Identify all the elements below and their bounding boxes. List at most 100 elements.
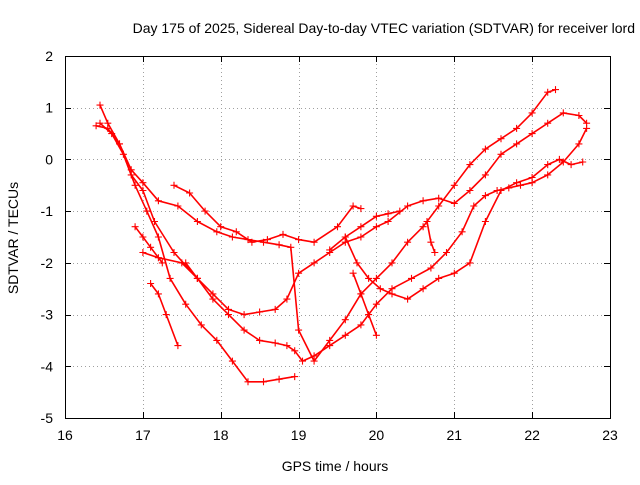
data-point	[384, 218, 392, 225]
x-tick-label: 22	[524, 427, 540, 443]
x-tick-label: 23	[602, 427, 618, 443]
data-point	[404, 202, 412, 210]
data-point	[334, 223, 341, 231]
data-point	[310, 259, 318, 267]
data-point	[427, 238, 435, 246]
data-point	[310, 357, 318, 365]
data-point	[528, 174, 536, 181]
data-point	[497, 187, 505, 194]
data-point	[419, 223, 427, 231]
data-point	[291, 347, 299, 355]
data-point	[139, 179, 147, 187]
data-point	[419, 285, 427, 293]
data-point	[376, 285, 384, 293]
data-point	[357, 205, 365, 213]
data-point	[287, 243, 295, 251]
data-point	[244, 378, 252, 386]
data-point	[139, 249, 147, 256]
data-point	[131, 181, 139, 189]
x-tick-label: 21	[446, 427, 462, 443]
data-point	[388, 259, 396, 267]
data-point	[174, 342, 182, 350]
data-point	[372, 300, 380, 308]
data-point	[365, 311, 373, 319]
data-point	[228, 357, 236, 365]
y-tick-label: -2	[41, 255, 54, 271]
data-point	[154, 197, 162, 205]
data-point	[182, 300, 190, 308]
data-point	[326, 336, 334, 344]
data-point	[517, 181, 524, 189]
data-point	[240, 326, 248, 334]
data-point	[579, 158, 587, 166]
data-point	[349, 269, 357, 277]
data-point	[225, 305, 232, 313]
series-track-f	[326, 207, 404, 254]
data-point	[481, 218, 489, 225]
data-point	[283, 295, 291, 303]
data-point	[513, 179, 521, 187]
data-point	[481, 171, 489, 179]
data-point	[528, 130, 536, 138]
data-point	[127, 166, 135, 174]
data-point	[349, 202, 357, 210]
data-point	[450, 269, 458, 277]
data-point	[283, 342, 291, 350]
data-point	[372, 274, 380, 282]
data-point	[217, 223, 225, 231]
series-line-track-d	[173, 184, 362, 243]
data-point	[372, 223, 380, 231]
x-tick-label: 20	[369, 427, 385, 443]
data-point	[427, 264, 435, 272]
data-point	[365, 274, 373, 282]
y-tick-label: 0	[45, 151, 53, 167]
y-tick-label: -1	[41, 203, 54, 219]
data-point	[197, 321, 205, 329]
y-tick-label: -5	[41, 410, 54, 426]
data-point	[357, 223, 365, 231]
data-point	[513, 124, 521, 132]
data-point	[435, 274, 443, 282]
data-point	[154, 233, 162, 241]
data-point	[450, 181, 458, 189]
data-layer	[92, 86, 591, 386]
data-point	[555, 155, 563, 163]
data-point	[466, 259, 474, 267]
data-point	[275, 241, 283, 249]
data-point	[552, 86, 559, 94]
data-point	[213, 336, 221, 344]
data-point	[466, 161, 474, 169]
data-point	[295, 326, 303, 334]
data-point	[139, 187, 147, 194]
data-point	[435, 202, 443, 210]
data-point	[295, 236, 303, 244]
data-point	[213, 228, 221, 236]
y-tick-label: 1	[45, 100, 53, 116]
data-point	[232, 228, 240, 236]
x-tick-label: 19	[291, 427, 307, 443]
data-point	[299, 357, 306, 365]
data-point	[147, 280, 155, 287]
data-point	[275, 375, 283, 383]
series-line-track-i	[426, 220, 436, 254]
data-point	[139, 233, 147, 241]
data-point	[341, 331, 349, 339]
data-point	[384, 210, 392, 218]
data-point	[193, 274, 201, 282]
x-tick-label: 16	[57, 427, 73, 443]
data-point	[295, 269, 303, 277]
data-point	[357, 233, 365, 241]
data-point	[544, 171, 552, 179]
data-point	[497, 150, 505, 158]
data-point	[162, 311, 170, 319]
data-point	[201, 207, 209, 215]
data-point	[481, 192, 489, 200]
grid-layer	[65, 56, 610, 418]
data-point	[435, 194, 443, 202]
series-line-track-g	[344, 158, 584, 300]
series-line-track-c	[99, 88, 557, 362]
data-point	[104, 119, 112, 127]
data-point	[170, 181, 178, 189]
